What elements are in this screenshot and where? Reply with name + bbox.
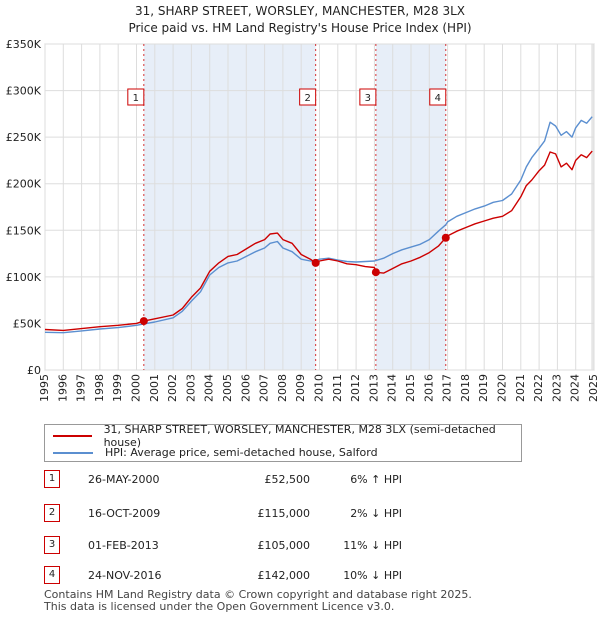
price-paid-series-line (44, 150, 593, 332)
legend: 31, SHARP STREET, WORSLEY, MANCHESTER, M… (44, 423, 522, 462)
legend-swatch-red (53, 434, 92, 437)
x-tick-label: 2020 (496, 374, 509, 402)
x-tick-label: 2012 (349, 374, 362, 402)
legend-item-price: 31, SHARP STREET, WORSLEY, MANCHESTER, M… (45, 423, 521, 449)
sale-date: 16-OCT-2009 (88, 507, 161, 520)
sale-number-box (359, 88, 377, 106)
sale-number-box (127, 88, 145, 106)
x-tick-label: 2019 (477, 374, 490, 402)
x-tick-label: 2005 (221, 374, 234, 402)
sale-date: 01-FEB-2013 (88, 539, 159, 552)
sale-date: 24-NOV-2016 (88, 569, 162, 582)
chart-title: 31, SHARP STREET, WORSLEY, MANCHESTER, M… (0, 3, 600, 37)
footer-line1: Contains HM Land Registry data © Crown c… (44, 588, 472, 601)
x-tick-label: 2013 (367, 374, 380, 402)
x-tick-label: 1999 (111, 374, 124, 402)
x-tick-label: 2003 (184, 374, 197, 402)
sale-price: £52,500 (264, 473, 311, 486)
y-tick-label: £200K (6, 178, 42, 191)
sale-number-boxes: 1 2 3 4 (127, 88, 447, 106)
grid-lines (44, 43, 595, 371)
x-tick-label: 2021 (514, 374, 527, 402)
x-tick-label: 2002 (166, 374, 179, 402)
price-chart: 1 2 3 4 £0 £50K £100K £150K £200K £250K £300K £350… (6, 38, 600, 402)
sale-point (441, 233, 450, 242)
legend-label-hpi: HPI: Average price, semi-detached house,… (105, 446, 378, 459)
chart-title-line1: 31, SHARP STREET, WORSLEY, MANCHESTER, M… (134, 4, 466, 18)
sale-hpi-diff: 10% ↓ HPI (343, 569, 402, 582)
x-tick-label: 2008 (276, 374, 289, 402)
sale-price: £105,000 (257, 539, 311, 552)
sale-badge: 2 (44, 504, 60, 522)
legend-label-price: 31, SHARP STREET, WORSLEY, MANCHESTER, M… (103, 422, 496, 449)
hpi-series-line (44, 116, 593, 334)
y-tick-label: £300K (6, 85, 42, 98)
sale-badge: 4 (44, 566, 60, 584)
x-tick-label: 2016 (422, 374, 435, 402)
x-tick-label: 2023 (550, 374, 563, 402)
sale-row: 4 24-NOV-2016 £142,000 10% ↓ HPI (44, 566, 444, 586)
x-tick-label: 1996 (56, 374, 69, 402)
x-tick-label: 2022 (532, 374, 545, 402)
sale-badge: 1 (44, 470, 60, 488)
sale-number-label: 1 (133, 93, 139, 104)
sale-point (311, 258, 320, 267)
x-tick-label: 1997 (75, 374, 88, 402)
sale-hpi-diff: 6% ↑ HPI (350, 473, 402, 486)
x-tick-label: 2000 (130, 374, 143, 402)
x-tick-label: 2009 (294, 374, 307, 402)
y-tick-label: £150K (6, 224, 42, 237)
legend-swatch-blue (53, 451, 93, 454)
sale-number-label: 2 (304, 93, 310, 104)
sale-row: 3 01-FEB-2013 £105,000 11% ↓ HPI (44, 536, 444, 556)
x-tick-label: 2004 (203, 374, 216, 402)
x-tick-label: 2017 (441, 374, 454, 402)
sale-number-label: 4 (435, 93, 441, 104)
x-tick-label: 2011 (331, 374, 344, 402)
x-tick-label: 1998 (93, 374, 106, 402)
x-tick-label: 2018 (459, 374, 472, 402)
x-tick-label: 2001 (148, 374, 161, 402)
sale-row: 1 26-MAY-2000 £52,500 6% ↑ HPI (44, 470, 444, 490)
sale-points (139, 233, 450, 326)
chart-title-line2: Price paid vs. HM Land Registry's House … (128, 21, 472, 35)
sale-point (139, 317, 148, 326)
sale-point (371, 268, 380, 277)
sale-price: £142,000 (257, 569, 311, 582)
legend-item-hpi: HPI: Average price, semi-detached house,… (45, 444, 378, 461)
sale-row: 2 16-OCT-2009 £115,000 2% ↓ HPI (44, 504, 444, 524)
x-axis-ticks: 1995 1996 1997 1998 1999 2000 2001 2002 2003 2004… (38, 374, 600, 402)
x-tick-label: 1995 (38, 374, 51, 402)
x-tick-label: 2015 (404, 374, 417, 402)
x-tick-label: 2014 (386, 374, 399, 402)
x-tick-label: 2024 (569, 374, 582, 402)
sale-hpi-diff: 11% ↓ HPI (343, 539, 402, 552)
sale-date: 26-MAY-2000 (88, 473, 160, 486)
x-tick-label: 2025 (587, 374, 600, 402)
sale-price: £115,000 (257, 507, 311, 520)
sale-hpi-diff: 2% ↓ HPI (350, 507, 402, 520)
x-tick-label: 2010 (313, 374, 326, 402)
sale-number-label: 3 (365, 93, 371, 104)
sale-number-box (429, 88, 447, 106)
footer-line2: This data is licensed under the Open Gov… (44, 600, 395, 613)
x-tick-label: 2007 (258, 374, 271, 402)
future-hatch-band (591, 44, 594, 370)
y-tick-label: £250K (6, 131, 42, 144)
footer-attribution: Contains HM Land Registry data © Crown c… (44, 589, 472, 613)
y-tick-label: £50K (13, 317, 42, 330)
sale-marker-lines (143, 44, 447, 370)
y-tick-label: £0 (27, 364, 41, 377)
sale-badge: 3 (44, 536, 60, 554)
series-lines (44, 116, 593, 334)
sale-number-box (299, 88, 317, 106)
y-tick-label: £350K (6, 38, 42, 51)
x-tick-label: 2006 (239, 374, 252, 402)
y-axis-ticks: £0 £50K £100K £150K £200K £250K £300K £350K (6, 38, 42, 377)
y-tick-label: £100K (6, 271, 42, 284)
sale-shade-band (143, 44, 316, 370)
